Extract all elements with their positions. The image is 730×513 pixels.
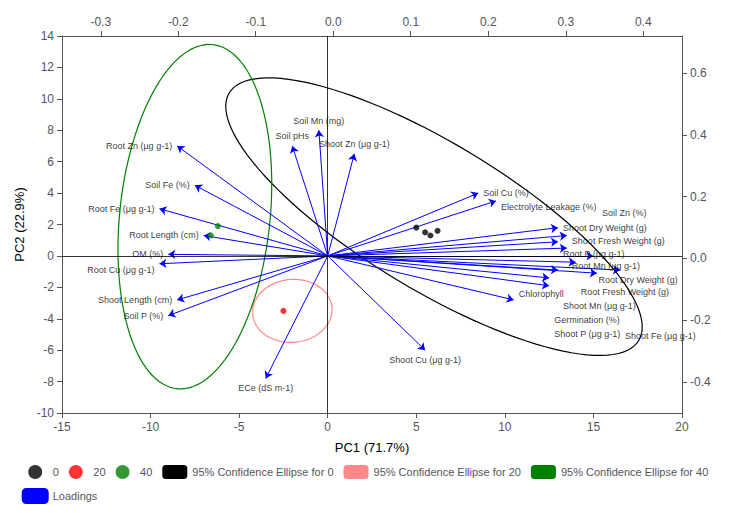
svg-text:2: 2 [47,218,54,232]
svg-text:0: 0 [47,249,54,263]
svg-text:ECe (dS m-1): ECe (dS m-1) [238,383,293,393]
svg-text:Shoot Dry Weight (g): Shoot Dry Weight (g) [563,223,647,233]
svg-text:0: 0 [53,466,59,478]
svg-text:Shoot Zn (μg g-1): Shoot Zn (μg g-1) [319,139,390,149]
svg-text:0.3: 0.3 [557,15,574,29]
svg-text:15: 15 [587,420,601,434]
svg-text:Shoot P (μg g-1): Shoot P (μg g-1) [554,329,620,339]
svg-text:PC2 (22.9%): PC2 (22.9%) [12,187,27,261]
svg-text:PC1 (71.7%): PC1 (71.7%) [335,440,409,455]
svg-text:Electrolyte Leakage (%): Electrolyte Leakage (%) [501,202,597,212]
svg-text:Root P (μg g-1): Root P (μg g-1) [563,249,625,259]
svg-text:OM (%): OM (%) [132,249,163,259]
svg-text:-10: -10 [142,420,160,434]
svg-text:-15: -15 [53,420,71,434]
svg-text:0.0: 0.0 [325,15,342,29]
svg-text:Soil Zn (%): Soil Zn (%) [602,208,647,218]
svg-text:Root Fresh Weight (g): Root Fresh Weight (g) [581,287,669,297]
svg-text:20: 20 [93,466,105,478]
svg-text:-5: -5 [234,420,245,434]
svg-text:Root Cu (μg g-1): Root Cu (μg g-1) [87,265,154,275]
svg-text:0.0: 0.0 [690,251,707,265]
svg-text:0.2: 0.2 [690,190,707,204]
svg-text:12: 12 [41,60,55,74]
svg-text:Shoot Fresh Weight (g): Shoot Fresh Weight (g) [572,236,665,246]
svg-text:95% Confidence Ellipse for 0: 95% Confidence Ellipse for 0 [192,466,333,478]
svg-text:0.4: 0.4 [635,15,652,29]
svg-text:4: 4 [47,186,54,200]
svg-text:-6: -6 [43,343,54,357]
svg-text:-0.4: -0.4 [690,375,711,389]
svg-text:Soil pHs: Soil pHs [276,131,310,141]
svg-text:95% Confidence Ellipse for 40: 95% Confidence Ellipse for 40 [561,466,708,478]
svg-text:Shoot Length (cm): Shoot Length (cm) [98,295,172,305]
svg-text:0.6: 0.6 [690,66,707,80]
svg-text:5: 5 [413,420,420,434]
svg-text:14: 14 [41,29,55,43]
svg-text:Root Zn (μg g-1): Root Zn (μg g-1) [106,141,172,151]
svg-text:95% Confidence Ellipse for 20: 95% Confidence Ellipse for 20 [374,466,521,478]
svg-text:-4: -4 [43,312,54,326]
svg-text:Shoot Fe (μg g-1): Shoot Fe (μg g-1) [625,331,696,341]
svg-text:Root Dry Weight (g): Root Dry Weight (g) [598,275,677,285]
svg-text:Soil Cu (%): Soil Cu (%) [483,188,529,198]
svg-text:-0.1: -0.1 [245,15,266,29]
svg-text:10: 10 [498,420,512,434]
svg-text:0.2: 0.2 [480,15,497,29]
svg-text:20: 20 [675,420,689,434]
svg-text:40: 40 [140,466,152,478]
svg-text:Soil Fe (%): Soil Fe (%) [145,180,190,190]
svg-text:-8: -8 [43,375,54,389]
svg-text:6: 6 [47,155,54,169]
svg-text:0.4: 0.4 [690,128,707,142]
svg-text:Loadings: Loadings [53,490,98,502]
svg-text:10: 10 [41,92,55,106]
svg-text:-10: -10 [37,406,55,420]
svg-text:Soil Mn (mg): Soil Mn (mg) [293,116,344,126]
svg-text:-0.2: -0.2 [168,15,189,29]
svg-text:Soil P (%): Soil P (%) [123,311,163,321]
svg-text:-2: -2 [43,280,54,294]
svg-text:0: 0 [324,420,331,434]
svg-text:Root Mn (μg g-1): Root Mn (μg g-1) [572,261,640,271]
svg-text:-0.3: -0.3 [90,15,111,29]
svg-text:8: 8 [47,123,54,137]
svg-text:Root Length (cm): Root Length (cm) [129,230,199,240]
svg-text:Chlorophyll: Chlorophyll [519,289,564,299]
svg-text:Root Fe (μg g-1): Root Fe (μg g-1) [88,204,154,214]
svg-text:Germination (%): Germination (%) [554,315,620,325]
svg-text:-0.2: -0.2 [690,313,711,327]
svg-text:Shoot Mn (μg g-1): Shoot Mn (μg g-1) [563,301,636,311]
svg-text:Shoot Cu (μg g-1): Shoot Cu (μg g-1) [389,355,461,365]
svg-text:0.1: 0.1 [402,15,419,29]
